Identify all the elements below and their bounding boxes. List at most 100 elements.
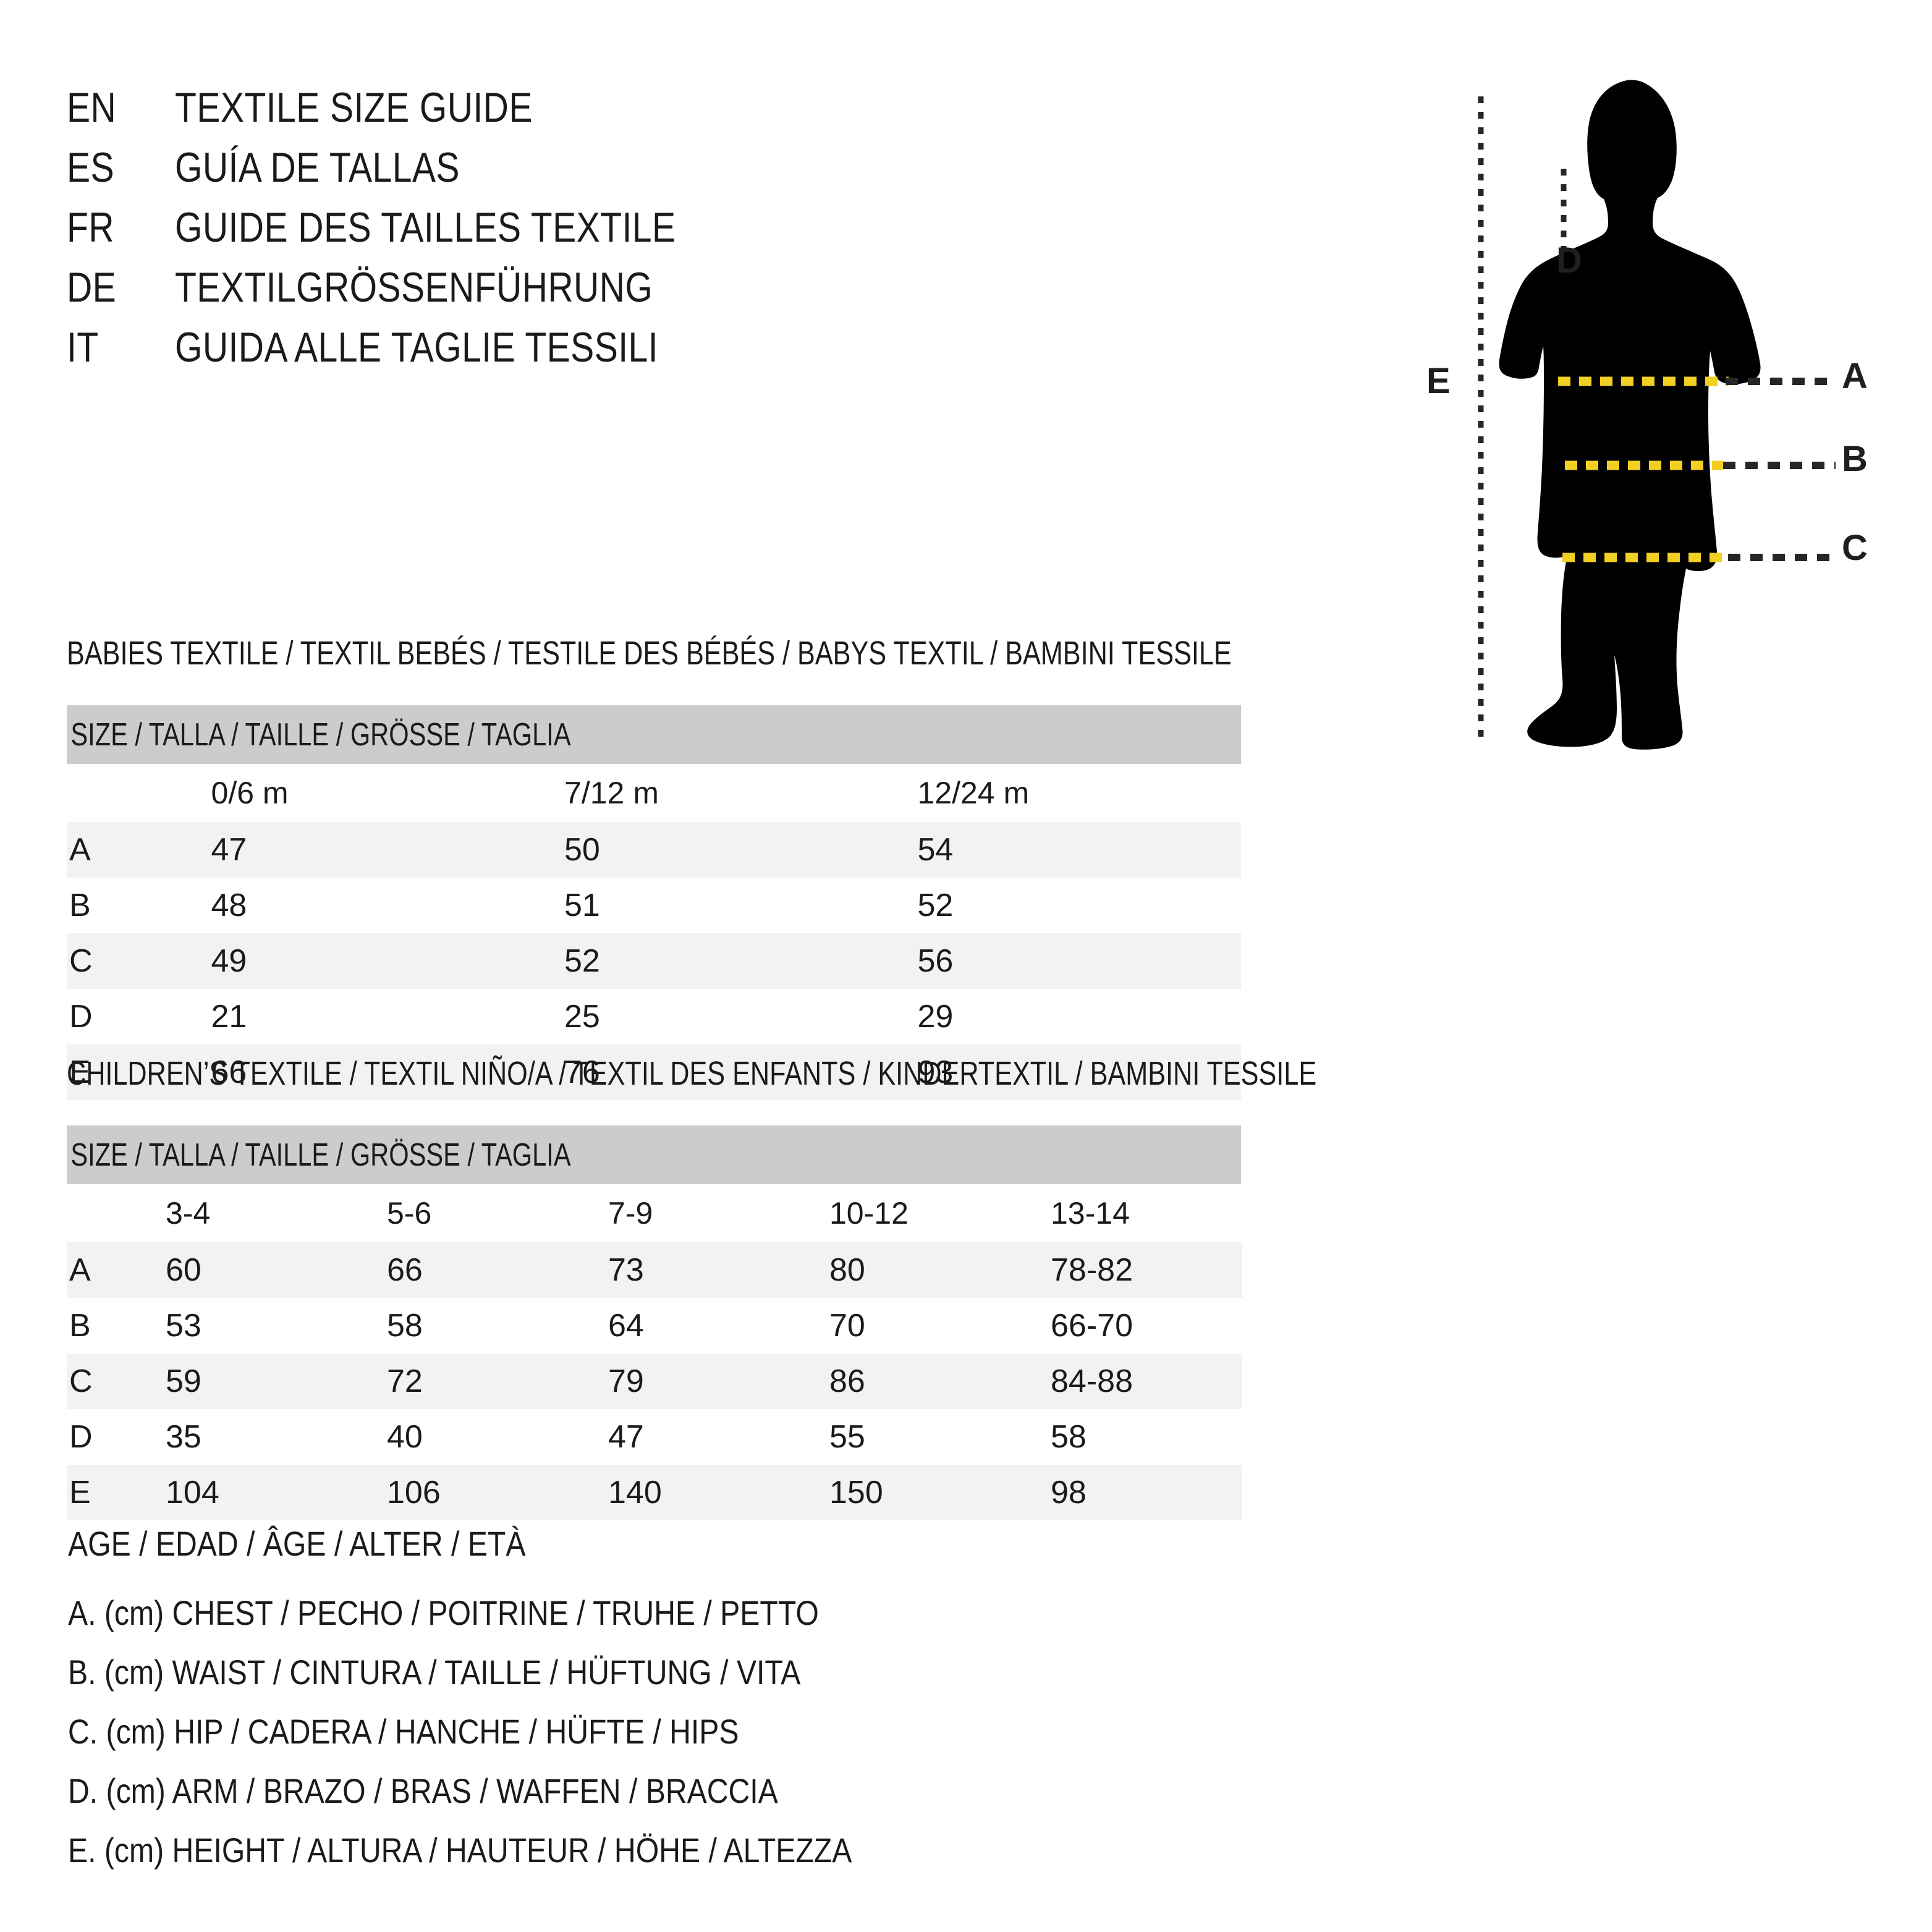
- children-cell-a-0: 60: [166, 1252, 201, 1288]
- figure-label-c: C: [1842, 528, 1868, 568]
- children-colhead-4: 13-14: [1051, 1196, 1130, 1231]
- table-row: B 53 58 64 70 66-70: [67, 1298, 1242, 1354]
- babies-cell-d-0: 21: [211, 999, 247, 1035]
- children-row-letter-d: D: [69, 1419, 93, 1455]
- table-row: C 59 72 79 86 84-88: [67, 1354, 1242, 1409]
- children-column-header-row: 3-4 5-6 7-9 10-12 13-14: [67, 1184, 1242, 1242]
- legend-item-a: A. (cm) CHEST / PECHO / POITRINE / TRUHE…: [68, 1593, 819, 1632]
- child-silhouette-diagram: [1478, 80, 1836, 750]
- children-cell-c-0: 59: [166, 1363, 201, 1399]
- babies-table-wrap: SIZE / TALLA / TAILLE / GRÖSSE / TAGLIA …: [67, 705, 1241, 1100]
- babies-column-header-row: 0/6 m 7/12 m 12/24 m: [67, 764, 1241, 822]
- table-row: D 35 40 47 55 58: [67, 1409, 1242, 1465]
- legend-age-line: AGE / EDAD / ÂGE / ALTER / ETÀ: [68, 1524, 526, 1563]
- babies-cell-b-0: 48: [211, 888, 247, 923]
- babies-section-heading: BABIES TEXTILE / TEXTIL BEBÉS / TESTILE …: [67, 635, 1232, 672]
- babies-cell-d-2: 29: [917, 999, 954, 1035]
- title-text-fr: GUIDE DES TAILLES TEXTILE: [175, 204, 676, 251]
- children-cell-e-0: 104: [166, 1475, 219, 1510]
- babies-cell-b-1: 51: [564, 888, 600, 923]
- legend-item-d: D. (cm) ARM / BRAZO / BRAS / WAFFEN / BR…: [68, 1771, 778, 1810]
- language-code-de: DE: [67, 264, 117, 311]
- title-text-en: TEXTILE SIZE GUIDE: [175, 84, 533, 131]
- title-block: EN TEXTILE SIZE GUIDE ES GUÍA DE TALLAS …: [67, 87, 1056, 386]
- children-cell-c-2: 79: [608, 1363, 644, 1399]
- babies-cell-d-1: 25: [564, 999, 600, 1035]
- legend-item-e: E. (cm) HEIGHT / ALTURA / HAUTEUR / HÖHE…: [68, 1831, 852, 1870]
- title-row-fr: FR GUIDE DES TAILLES TEXTILE: [67, 206, 1056, 266]
- babies-section: BABIES TEXTILE / TEXTIL BEBÉS / TESTILE …: [67, 637, 1523, 1100]
- children-cell-d-2: 47: [608, 1419, 644, 1455]
- language-code-it: IT: [67, 324, 99, 371]
- title-text-it: GUIDA ALLE TAGLIE TESSILI: [175, 324, 658, 371]
- children-colhead-1: 5-6: [387, 1196, 432, 1231]
- babies-row-letter-a: A: [69, 832, 91, 868]
- children-cell-a-1: 66: [387, 1252, 423, 1288]
- babies-cell-a-2: 54: [917, 832, 954, 868]
- measurement-figure: A B C D E: [1409, 74, 1916, 766]
- children-cell-d-1: 40: [387, 1419, 423, 1455]
- children-colhead-3: 10-12: [829, 1196, 909, 1231]
- children-cell-a-2: 73: [608, 1252, 644, 1288]
- children-cell-a-4: 78-82: [1051, 1252, 1133, 1288]
- title-row-it: IT GUIDA ALLE TAGLIE TESSILI: [67, 326, 1056, 386]
- babies-size-table: 0/6 m 7/12 m 12/24 m A 47 50 54 B 48 51: [67, 764, 1241, 1100]
- children-colhead-blank: [67, 1184, 136, 1242]
- title-text-es: GUÍA DE TALLAS: [175, 144, 460, 191]
- children-cell-e-1: 106: [387, 1475, 441, 1510]
- children-size-header-label: SIZE / TALLA / TAILLE / GRÖSSE / TAGLIA: [70, 1137, 571, 1173]
- babies-row-letter-d: D: [69, 999, 93, 1035]
- figure-label-b: B: [1842, 439, 1868, 479]
- table-row: B 48 51 52: [67, 878, 1241, 933]
- children-size-header-bar: SIZE / TALLA / TAILLE / GRÖSSE / TAGLIA: [67, 1125, 1241, 1184]
- children-cell-e-3: 150: [829, 1475, 883, 1510]
- language-code-es: ES: [67, 144, 115, 191]
- children-row-letter-c: C: [69, 1363, 93, 1399]
- children-colhead-0: 3-4: [166, 1196, 211, 1231]
- babies-cell-a-0: 47: [211, 832, 247, 868]
- children-cell-d-0: 35: [166, 1419, 201, 1455]
- babies-size-header-bar: SIZE / TALLA / TAILLE / GRÖSSE / TAGLIA: [67, 705, 1241, 764]
- children-cell-b-0: 53: [166, 1308, 201, 1344]
- children-cell-c-4: 84-88: [1051, 1363, 1133, 1399]
- title-row-en: EN TEXTILE SIZE GUIDE: [67, 87, 1056, 146]
- babies-row-letter-b: B: [69, 888, 91, 923]
- language-code-fr: FR: [67, 204, 114, 251]
- babies-cell-e-2: 93: [917, 1054, 954, 1090]
- babies-cell-b-2: 52: [917, 888, 954, 923]
- babies-colhead-2: 12/24 m: [917, 776, 1030, 810]
- child-silhouette: [1499, 80, 1761, 750]
- table-row: A 60 66 73 80 78-82: [67, 1242, 1242, 1298]
- figure-label-d: D: [1556, 240, 1582, 281]
- children-cell-d-3: 55: [829, 1419, 865, 1455]
- table-row: E 104 106 140 150 98: [67, 1465, 1242, 1520]
- children-cell-c-3: 86: [829, 1363, 865, 1399]
- children-cell-b-1: 58: [387, 1308, 423, 1344]
- children-section: CHILDREN’S TEXTILE / TEXTIL NIÑO/A / TEX…: [67, 1057, 1629, 1520]
- babies-row-letter-e: E: [69, 1054, 91, 1090]
- children-table-wrap: SIZE / TALLA / TAILLE / GRÖSSE / TAGLIA …: [67, 1125, 1242, 1520]
- children-cell-b-2: 64: [608, 1308, 644, 1344]
- children-size-table: 3-4 5-6 7-9 10-12 13-14 A 60 66 73 80 78…: [67, 1184, 1242, 1520]
- legend-item-c: C. (cm) HIP / CADERA / HANCHE / HÜFTE / …: [68, 1712, 739, 1751]
- title-row-de: DE TEXTILGRÖSSENFÜHRUNG: [67, 266, 1056, 326]
- children-cell-d-4: 58: [1051, 1419, 1087, 1455]
- legend-item-b: B. (cm) WAIST / CINTURA / TAILLE / HÜFTU…: [68, 1653, 801, 1692]
- babies-row-letter-c: C: [69, 943, 93, 979]
- figure-label-e: E: [1426, 361, 1451, 401]
- children-row-letter-e: E: [69, 1475, 91, 1510]
- babies-cell-c-1: 52: [564, 943, 600, 979]
- children-colhead-2: 7-9: [608, 1196, 653, 1231]
- babies-cell-e-0: 66: [211, 1054, 247, 1090]
- children-cell-b-3: 70: [829, 1308, 865, 1344]
- table-row: E 66 76 93: [67, 1044, 1241, 1100]
- children-cell-b-4: 66-70: [1051, 1308, 1133, 1344]
- children-row-letter-a: A: [69, 1252, 91, 1288]
- language-code-en: EN: [67, 84, 117, 131]
- table-row: A 47 50 54: [67, 822, 1241, 878]
- babies-cell-e-1: 76: [564, 1054, 600, 1090]
- children-section-heading: CHILDREN’S TEXTILE / TEXTIL NIÑO/A / TEX…: [67, 1055, 1317, 1092]
- table-row: C 49 52 56: [67, 933, 1241, 989]
- babies-cell-c-2: 56: [917, 943, 954, 979]
- babies-colhead-1: 7/12 m: [564, 776, 659, 810]
